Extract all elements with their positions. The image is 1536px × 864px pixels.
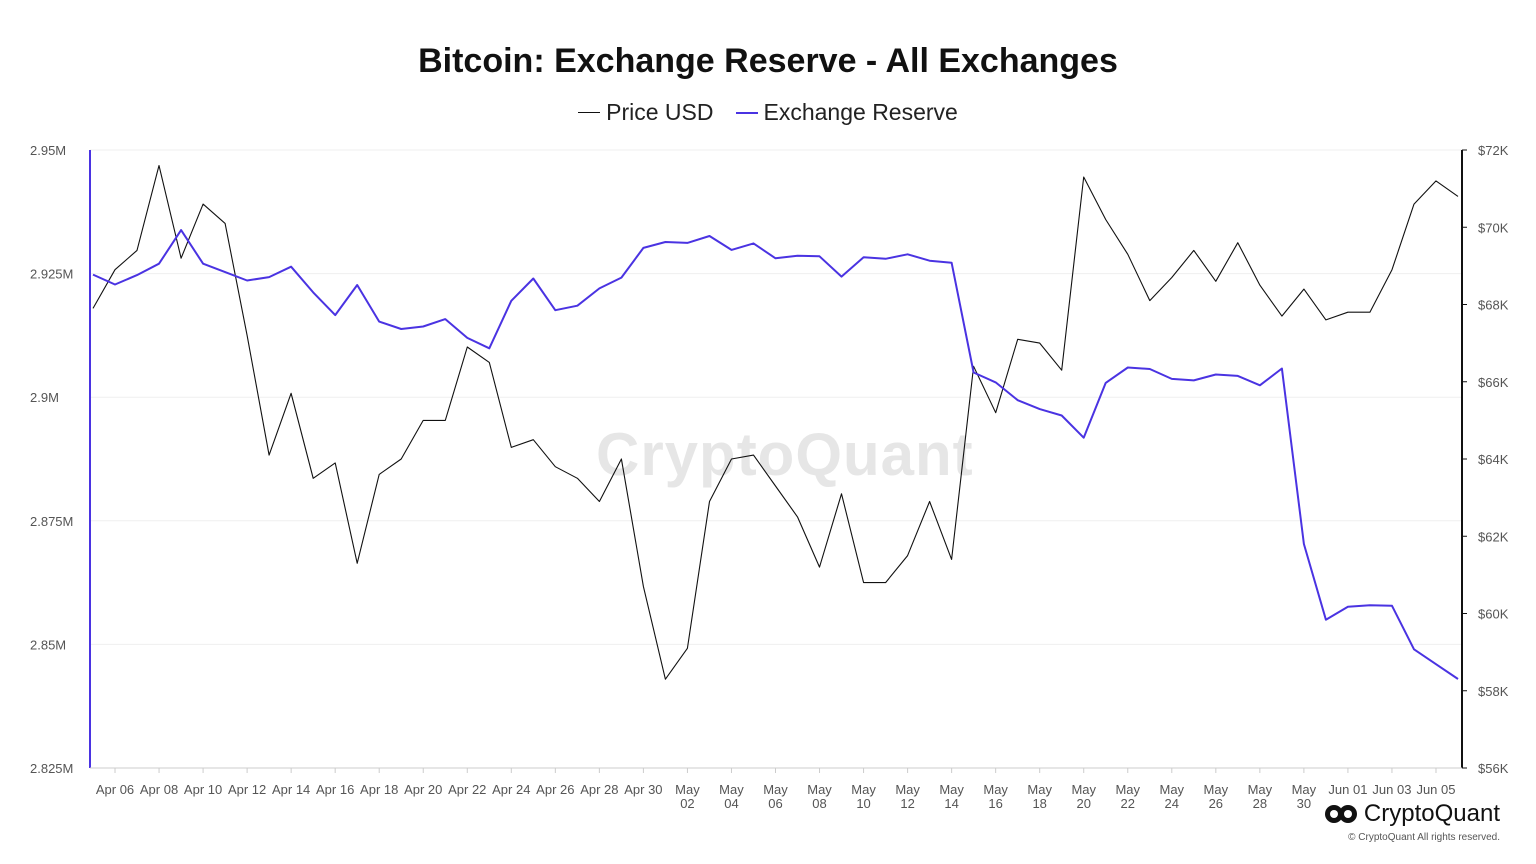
x-axis-ticks: Apr 06 Apr 08 Apr 10 Apr 12 Apr 14 Apr 16 Apr … — [96, 768, 1456, 811]
right-tick-label: $68K — [1478, 298, 1509, 313]
legend-swatch-reserve — [735, 111, 758, 114]
price-usd-line — [92, 164, 1459, 680]
right-axis-ticks: $72K $70K $68K $66K $64K $62K $60K $58K $56K — [1462, 143, 1509, 776]
right-tick-label: $70K — [1478, 220, 1509, 235]
right-tick-label: $60K — [1478, 607, 1509, 622]
legend-label-price: Price USD — [606, 99, 714, 125]
axes — [89, 150, 1463, 769]
x-tick-label: May — [895, 782, 920, 797]
x-tick-label: 06 — [768, 796, 782, 811]
x-tick-label: 02 — [680, 796, 694, 811]
x-tick-label: May — [719, 782, 744, 797]
x-tick-label: 26 — [1209, 796, 1223, 811]
x-tick-label: 24 — [1165, 796, 1179, 811]
exchange-reserve-line — [92, 229, 1459, 680]
x-tick-label: May — [1204, 782, 1229, 797]
x-tick-label: May — [1248, 782, 1273, 797]
right-tick-label: $66K — [1478, 375, 1509, 390]
x-tick-label: 12 — [900, 796, 914, 811]
x-tick-label: 30 — [1297, 796, 1311, 811]
x-tick-label: Apr 14 — [272, 782, 310, 797]
x-tick-label: 22 — [1121, 796, 1135, 811]
x-tick-label: Jun 05 — [1416, 782, 1455, 797]
x-tick-label: May — [851, 782, 876, 797]
series-lines — [92, 164, 1459, 680]
left-axis-ticks: 2.95M 2.925M 2.9M 2.875M 2.85M 2.825M — [30, 143, 73, 776]
left-tick-label: 2.825M — [30, 761, 73, 776]
right-tick-label: $64K — [1478, 452, 1509, 467]
x-tick-label: 20 — [1076, 796, 1090, 811]
chart-title: Bitcoin: Exchange Reserve - All Exchange… — [418, 42, 1118, 80]
x-tick-label: May — [1160, 782, 1185, 797]
x-tick-label: 08 — [812, 796, 826, 811]
x-tick-label: Apr 06 — [96, 782, 134, 797]
legend-label-reserve: Exchange Reserve — [763, 99, 958, 125]
legend-swatch-price — [578, 112, 601, 113]
right-tick-label: $58K — [1478, 684, 1509, 699]
x-tick-label: Jun 03 — [1372, 782, 1411, 797]
legend-item-reserve[interactable]: Exchange Reserve — [735, 99, 958, 126]
left-tick-label: 2.85M — [30, 637, 66, 652]
brand-block: CryptoQuant © CryptoQuant All rights res… — [1300, 800, 1500, 843]
x-tick-label: Apr 22 — [448, 782, 486, 797]
x-tick-label: May — [1027, 782, 1052, 797]
x-tick-label: May — [763, 782, 788, 797]
right-tick-label: $72K — [1478, 143, 1509, 158]
left-tick-label: 2.925M — [30, 267, 73, 282]
right-tick-label: $56K — [1478, 761, 1509, 776]
x-tick-label: 18 — [1032, 796, 1046, 811]
right-tick-label: $62K — [1478, 529, 1509, 544]
grid-lines — [90, 149, 1462, 769]
x-tick-label: Apr 30 — [624, 782, 662, 797]
x-tick-label: Apr 10 — [184, 782, 222, 797]
x-tick-label: 16 — [988, 796, 1002, 811]
left-tick-label: 2.95M — [30, 143, 66, 158]
x-tick-label: Apr 20 — [404, 782, 442, 797]
x-tick-label: Apr 16 — [316, 782, 354, 797]
left-tick-label: 2.875M — [30, 514, 73, 529]
x-tick-label: 04 — [724, 796, 738, 811]
cryptoquant-logo-icon — [1324, 805, 1357, 823]
x-tick-label: Apr 28 — [580, 782, 618, 797]
brand-name: CryptoQuant — [1363, 800, 1500, 827]
legend-item-price[interactable]: Price USD — [578, 99, 714, 126]
x-tick-label: May — [807, 782, 832, 797]
x-tick-label: Apr 12 — [228, 782, 266, 797]
left-tick-label: 2.9M — [30, 390, 59, 405]
legend: Price USD Exchange Reserve — [0, 99, 1536, 126]
x-tick-label: May — [1071, 782, 1096, 797]
x-tick-label: May — [983, 782, 1008, 797]
x-tick-label: May — [675, 782, 700, 797]
x-tick-label: May — [939, 782, 964, 797]
x-tick-label: 10 — [856, 796, 870, 811]
copyright-text: © CryptoQuant All rights reserved. — [1348, 832, 1500, 843]
x-tick-label: Apr 24 — [492, 782, 530, 797]
x-tick-label: May — [1292, 782, 1317, 797]
x-tick-label: 28 — [1253, 796, 1267, 811]
watermark: CryptoQuant — [596, 421, 974, 488]
x-tick-label: 14 — [944, 796, 958, 811]
x-tick-label: Apr 18 — [360, 782, 398, 797]
x-tick-label: May — [1115, 782, 1140, 797]
x-tick-label: Apr 26 — [536, 782, 574, 797]
x-tick-label: Jun 01 — [1328, 782, 1367, 797]
x-tick-label: Apr 08 — [140, 782, 178, 797]
